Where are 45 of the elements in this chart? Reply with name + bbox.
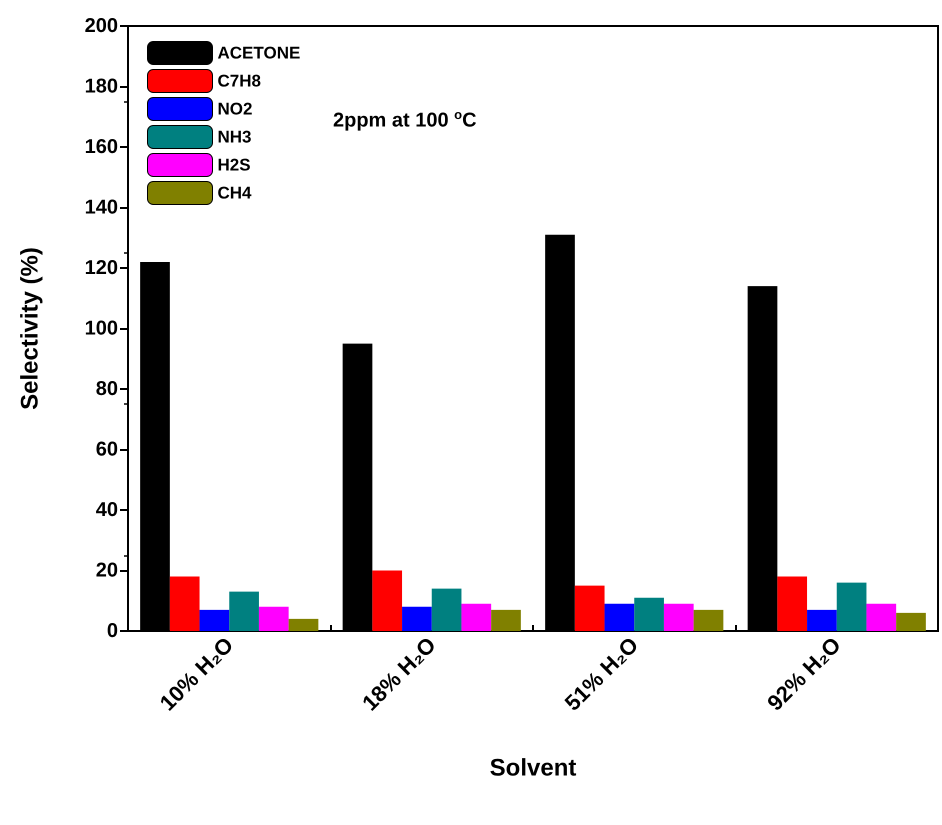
bar	[258, 606, 289, 631]
legend-label: ACETONE	[218, 44, 300, 62]
bar	[866, 604, 896, 631]
y-axis-title: Selectivity (%)	[16, 247, 44, 410]
y-tick-label: 0	[106, 620, 118, 642]
bar	[372, 570, 402, 631]
bar	[342, 344, 372, 631]
y-tick-label: 140	[84, 196, 118, 218]
bar	[777, 576, 808, 631]
bar	[140, 262, 170, 631]
y-tick-label: 200	[84, 15, 118, 37]
bar	[288, 618, 318, 631]
y-tick-label: 160	[84, 136, 118, 158]
legend-label: C7H8	[218, 72, 261, 90]
y-tick-label: 80	[96, 378, 118, 400]
legend-label: NO2	[218, 100, 252, 118]
legend-label: CH4	[218, 184, 252, 202]
y-tick-label: 120	[84, 257, 118, 279]
x-tick-label: 51% H₂O	[560, 632, 644, 716]
y-tick-label: 20	[96, 560, 118, 582]
y-tick-label: 100	[84, 318, 118, 340]
y-tick-label: 60	[96, 438, 118, 460]
bar	[491, 610, 521, 631]
bar	[694, 610, 724, 631]
bar	[402, 606, 432, 631]
bar	[807, 610, 837, 631]
bar	[200, 610, 230, 631]
y-tick-label: 180	[84, 76, 118, 98]
bar	[634, 598, 664, 631]
bar	[461, 604, 492, 631]
bar	[748, 286, 778, 631]
x-tick-label: 92% H₂O	[762, 632, 846, 716]
bar	[836, 582, 866, 631]
x-axis-title: Solvent	[490, 754, 576, 782]
bar	[545, 234, 575, 631]
bar	[664, 604, 694, 631]
legend-label: H2S	[218, 156, 251, 174]
y-tick-label: 40	[96, 499, 118, 521]
bar	[432, 588, 462, 631]
bar	[170, 576, 200, 631]
bar	[896, 612, 926, 631]
bar	[229, 592, 259, 631]
bar	[604, 604, 634, 631]
bar	[574, 586, 605, 631]
legend-label: NH3	[218, 128, 252, 146]
